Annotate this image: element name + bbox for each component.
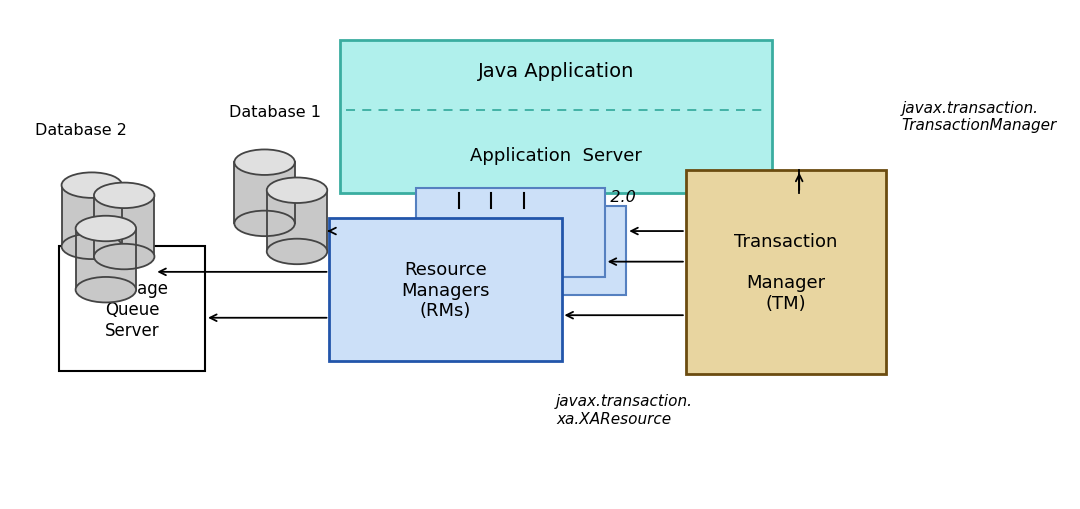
Text: Database 2: Database 2 (35, 123, 127, 137)
Text: Application  Server: Application Server (470, 146, 643, 164)
FancyBboxPatch shape (416, 188, 605, 277)
FancyBboxPatch shape (59, 247, 205, 372)
Bar (76, 229, 136, 290)
Ellipse shape (94, 183, 154, 209)
Ellipse shape (267, 178, 327, 204)
Ellipse shape (76, 277, 136, 303)
Text: JDBC 2.0
JMS 1.0: JDBC 2.0 JMS 1.0 (567, 190, 637, 222)
Text: Java Application: Java Application (478, 62, 634, 81)
Bar (267, 191, 327, 252)
Ellipse shape (234, 211, 295, 237)
Text: Database 1: Database 1 (229, 105, 322, 120)
FancyBboxPatch shape (437, 206, 626, 295)
FancyBboxPatch shape (329, 219, 562, 361)
Ellipse shape (76, 216, 136, 242)
FancyBboxPatch shape (340, 41, 772, 193)
Ellipse shape (234, 150, 295, 176)
FancyBboxPatch shape (686, 171, 886, 374)
Bar (94, 196, 154, 257)
Text: javax.transaction.
xa.XAResource: javax.transaction. xa.XAResource (556, 393, 693, 426)
Ellipse shape (62, 173, 122, 199)
Bar (62, 186, 122, 247)
Ellipse shape (62, 234, 122, 260)
Ellipse shape (267, 239, 327, 265)
Text: Message
Queue
Server: Message Queue Server (96, 279, 168, 339)
Text: Transaction

Manager
(TM): Transaction Manager (TM) (734, 232, 837, 313)
Ellipse shape (94, 244, 154, 270)
Text: Resource
Managers
(RMs): Resource Managers (RMs) (402, 261, 489, 320)
Bar (234, 163, 295, 224)
Text: javax.transaction.
TransactionManager: javax.transaction. TransactionManager (902, 101, 1057, 133)
